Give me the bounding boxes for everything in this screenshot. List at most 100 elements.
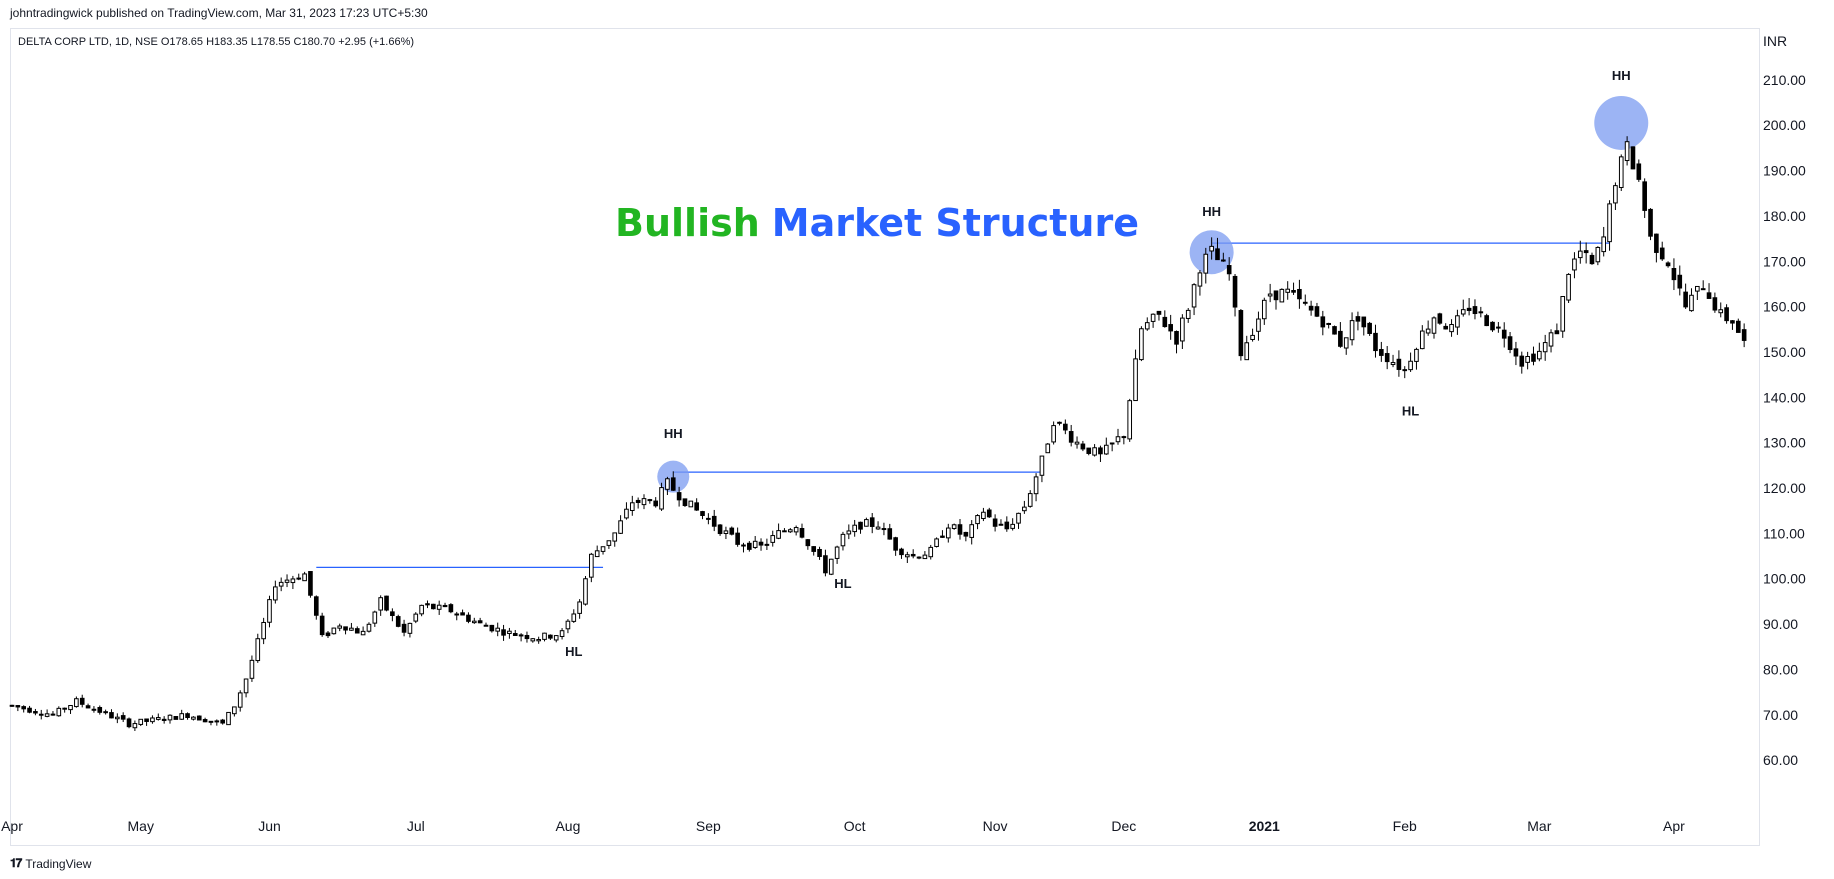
candle	[957, 518, 963, 540]
candle	[641, 494, 647, 510]
candle	[747, 541, 752, 552]
candle	[425, 600, 430, 609]
x-tick-label: Jun	[258, 818, 281, 834]
candle	[1613, 182, 1618, 211]
candle	[1238, 309, 1244, 361]
candle	[629, 495, 635, 516]
swing-label: HH	[1612, 68, 1631, 83]
candle	[50, 711, 56, 716]
candle	[1525, 351, 1530, 370]
candle	[489, 624, 495, 633]
candle	[524, 631, 530, 643]
candle	[1156, 310, 1162, 321]
candle	[1507, 331, 1513, 354]
candle	[1256, 311, 1261, 341]
headline-structure: Market Structure	[772, 201, 1139, 245]
candle	[1338, 322, 1343, 348]
candle	[185, 712, 190, 720]
x-tick-label: Mar	[1527, 818, 1551, 834]
candle	[1027, 490, 1033, 508]
candle	[56, 706, 62, 717]
candle	[594, 545, 600, 558]
swing-label: HH	[1202, 204, 1221, 219]
candle	[337, 623, 343, 632]
candle	[109, 709, 114, 719]
candle	[1735, 318, 1741, 333]
candle	[981, 507, 986, 522]
candle	[1583, 242, 1589, 264]
candle	[635, 497, 641, 509]
candle	[1490, 321, 1495, 332]
time-axis[interactable]: Apr May Jun Jul Aug Sep Oct Nov Dec 2021 Feb Mar Apr	[1, 818, 1685, 834]
candle	[1642, 178, 1647, 218]
candle	[214, 719, 220, 726]
candle	[1127, 398, 1133, 442]
candle	[542, 632, 547, 642]
candle	[436, 600, 442, 615]
currency-label: INR	[1763, 33, 1787, 49]
x-tick-label: Aug	[555, 818, 580, 834]
candle	[1279, 288, 1285, 303]
candle	[284, 574, 290, 588]
candle	[1449, 319, 1454, 337]
candle	[1045, 443, 1051, 454]
candle	[471, 617, 477, 624]
candle	[998, 519, 1004, 526]
candle	[934, 537, 939, 548]
candle	[1496, 322, 1501, 333]
candle	[670, 471, 676, 491]
candle	[1659, 241, 1665, 261]
price-axis[interactable]: 210.00 200.00 190.00 180.00 170.00 160.00 150.…	[1763, 72, 1806, 768]
candle	[62, 707, 67, 713]
candle	[852, 519, 857, 537]
candle	[1267, 283, 1273, 303]
candle	[1033, 473, 1039, 502]
candle	[296, 573, 302, 581]
candle	[501, 624, 506, 641]
headline-bullish: Bullish	[615, 201, 760, 245]
candle	[1308, 300, 1314, 316]
candle	[243, 678, 249, 698]
candle	[1355, 311, 1361, 331]
candle	[150, 715, 155, 724]
candle	[155, 713, 161, 721]
candle	[1566, 273, 1571, 303]
candle	[120, 712, 126, 723]
candle	[723, 526, 729, 540]
candle	[682, 498, 688, 507]
candle	[360, 626, 366, 636]
candle	[308, 571, 313, 598]
footer-brand: TradingView	[25, 856, 92, 871]
candle	[764, 538, 770, 551]
candle	[232, 706, 237, 717]
candle	[618, 515, 623, 534]
candle	[395, 614, 401, 628]
candle	[1109, 442, 1115, 452]
publisher-line: johntradingwick published on TradingView…	[10, 6, 428, 20]
candle	[220, 718, 225, 725]
candle	[1103, 437, 1109, 455]
candle	[1203, 247, 1209, 284]
candle	[1607, 200, 1612, 251]
candle	[384, 595, 389, 612]
candle	[1384, 346, 1390, 370]
candle	[167, 714, 173, 724]
swing-label: HL	[834, 576, 851, 591]
candle	[828, 558, 834, 576]
candle	[1455, 309, 1460, 335]
candle	[1513, 341, 1519, 366]
candle	[413, 612, 419, 624]
candle	[302, 571, 307, 582]
candle	[864, 517, 869, 527]
candle	[1215, 237, 1220, 261]
candle	[1232, 274, 1238, 317]
candle	[1419, 325, 1425, 350]
candle	[752, 535, 758, 549]
candle	[787, 527, 793, 533]
candle	[1051, 421, 1056, 445]
candle	[1057, 421, 1062, 426]
candle	[1133, 349, 1138, 402]
candle	[390, 608, 395, 622]
candle	[858, 521, 863, 534]
